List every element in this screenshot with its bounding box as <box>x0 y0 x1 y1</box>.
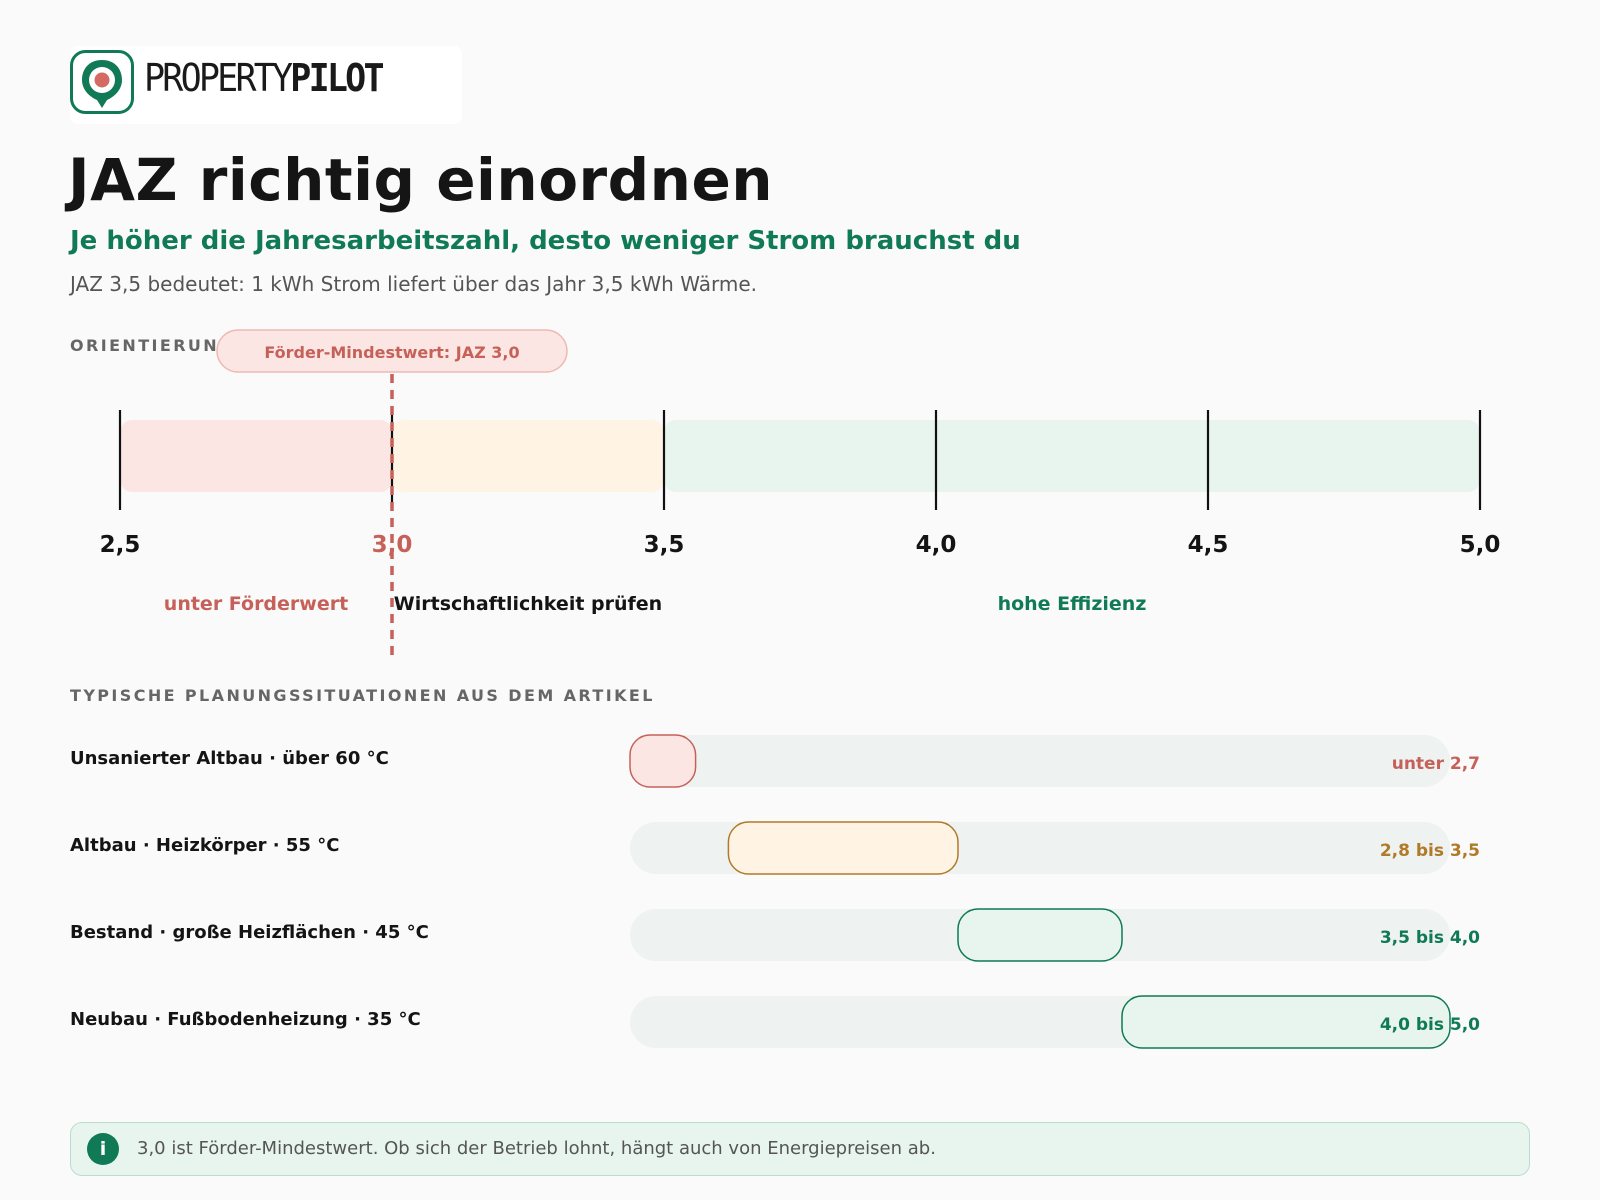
range-track-1 <box>630 735 1450 787</box>
section-label-situations: TYPISCHE PLANUNGSSITUATIONEN AUS DEM ART… <box>70 686 655 705</box>
location-pin-icon <box>70 50 134 114</box>
range-track-2 <box>630 822 1450 874</box>
tick-label-4: 4,0 <box>916 532 957 558</box>
brand-wordmark: PROPERTYPILOT <box>144 56 385 100</box>
zone-band-3 <box>664 420 1480 492</box>
tick-label-3: 3,5 <box>644 532 685 558</box>
range-bar-3 <box>957 908 1123 962</box>
zone-band-2 <box>392 420 664 492</box>
zone-label-2: Wirtschaftlichkeit prüfen <box>394 593 662 615</box>
range-value-label-3: 3,5 bis 4,0 <box>1380 928 1480 948</box>
page-subtitle: Je höher die Jahresarbeitszahl, desto we… <box>70 226 1021 256</box>
page-description: JAZ 3,5 bedeutet: 1 kWh Strom liefert üb… <box>70 272 757 296</box>
range-track-4 <box>630 996 1450 1048</box>
zone-label-3: hohe Effizienz <box>998 593 1147 615</box>
situation-label-unsanierter-altbau: Unsanierter Altbau · über 60 °C <box>70 748 389 769</box>
range-value-label-1: unter 2,7 <box>1392 754 1480 774</box>
threshold-badge <box>216 329 568 373</box>
brand-logo[interactable]: PROPERTYPILOT <box>70 46 462 124</box>
range-track-3 <box>630 909 1450 961</box>
page-title: JAZ richtig einordnen <box>68 146 774 214</box>
situation-label-bestand: Bestand · große Heizflächen · 45 °C <box>70 922 429 943</box>
situation-label-neubau: Neubau · Fußbodenheizung · 35 °C <box>70 1009 421 1030</box>
tick-label-1: 2,5 <box>100 532 141 558</box>
range-value-label-2: 2,8 bis 3,5 <box>1380 841 1480 861</box>
brand-name-bold: PILOT <box>290 56 384 100</box>
section-label-orientation: ORIENTIERUNG <box>70 336 235 355</box>
tick-label-6: 5,0 <box>1460 532 1501 558</box>
zone-band-1 <box>120 420 392 492</box>
threshold-badge-label: Förder-Mindestwert: JAZ 3,0 <box>264 343 519 362</box>
brand-name-regular: PROPERTY <box>144 56 293 100</box>
range-value-label-4: 4,0 bis 5,0 <box>1380 1015 1480 1035</box>
range-bar-4 <box>1121 995 1451 1049</box>
range-bar-1 <box>629 734 697 788</box>
situation-label-altbau: Altbau · Heizkörper · 55 °C <box>70 835 340 856</box>
info-text: 3,0 ist Förder-Mindestwert. Ob sich der … <box>137 1138 936 1159</box>
info-box: i 3,0 ist Förder-Mindestwert. Ob sich de… <box>70 1122 1530 1176</box>
info-icon: i <box>87 1133 119 1165</box>
tick-label-5: 4,5 <box>1188 532 1229 558</box>
range-bar-2 <box>727 821 959 875</box>
zone-label-1: unter Förderwert <box>164 593 348 615</box>
